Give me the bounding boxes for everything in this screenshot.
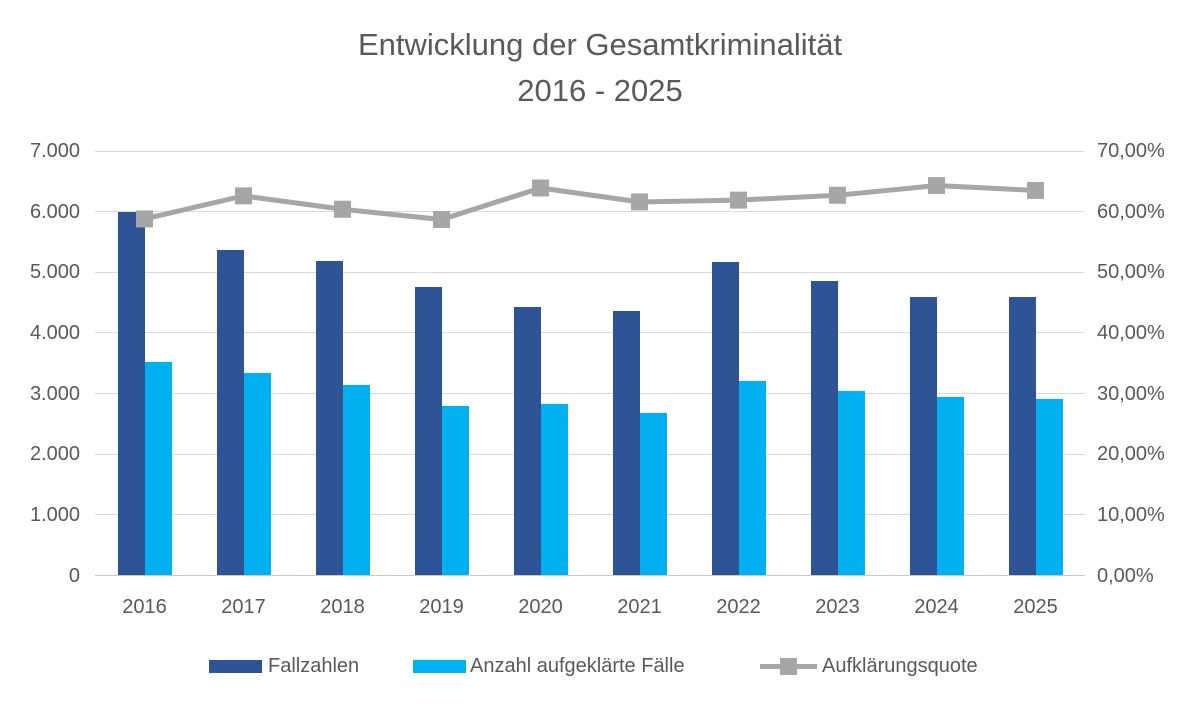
- gridline: [95, 575, 1085, 576]
- x-axis-tick-label: 2023: [815, 596, 860, 618]
- bar-aufgeklaerte-faelle-2023: [837, 391, 865, 576]
- line-marker-2023: [829, 186, 846, 204]
- bar-fallzahlen-2019: [414, 286, 442, 576]
- bar-aufgeklaerte-faelle-2018: [342, 385, 370, 576]
- bar-fallzahlen-2016: [117, 211, 145, 576]
- line-marker-2021: [631, 193, 648, 211]
- chart-title-line1: Entwicklung der Gesamtkriminalität: [357, 27, 843, 62]
- legend-swatch-aufgeklaerte-faelle: [413, 660, 466, 673]
- x-axis-tick-label: 2025: [1013, 596, 1058, 618]
- line-marker-2019: [433, 211, 450, 229]
- bar-fallzahlen-2020: [513, 306, 541, 576]
- chart-title-line2: 2016 - 2025: [517, 73, 683, 108]
- y-axis-tick-label-right: 60,00%: [1097, 200, 1165, 223]
- y-axis-tick-label-right: 10,00%: [1097, 503, 1165, 526]
- y-axis-tick-label: 3.000: [29, 382, 80, 405]
- line-marker-2020: [532, 179, 549, 197]
- line-marker-2025: [1027, 181, 1044, 199]
- gridline: [95, 393, 1085, 395]
- bar-fallzahlen-2022: [711, 261, 739, 576]
- bar-fallzahlen-2021: [612, 311, 640, 576]
- line-marker-2022: [730, 191, 747, 209]
- line-marker-2024: [928, 177, 945, 195]
- bar-fallzahlen-2025: [1008, 296, 1036, 576]
- gridline: [95, 271, 1085, 273]
- bar-aufgeklaerte-faelle-2024: [936, 396, 964, 576]
- y-axis-tick-label: 1.000: [29, 503, 80, 526]
- bar-aufgeklaerte-faelle-2020: [540, 403, 568, 576]
- bar-aufgeklaerte-faelle-2022: [738, 381, 766, 576]
- bar-fallzahlen-2023: [810, 280, 838, 576]
- y-axis-tick-label-right: 20,00%: [1097, 443, 1165, 466]
- legend-label-fallzahlen: Fallzahlen: [268, 655, 360, 677]
- gridline: [95, 211, 1085, 213]
- line-marker-2018: [334, 200, 351, 218]
- y-axis-tick-label: 0: [68, 564, 80, 587]
- y-axis-tick-label: 2.000: [29, 443, 80, 466]
- gridline: [95, 453, 1085, 455]
- y-axis-tick-label: 7.000: [29, 140, 80, 162]
- gridline: [95, 150, 1085, 152]
- y-axis-tick-label-right: 40,00%: [1097, 321, 1165, 344]
- y-axis-tick-label: 6.000: [29, 200, 80, 223]
- y-axis-tick-label-right: 70,00%: [1097, 140, 1165, 162]
- x-axis-tick-label: 2019: [419, 596, 464, 618]
- bar-fallzahlen-2017: [216, 249, 244, 576]
- x-axis-tick-label: 2020: [518, 596, 563, 618]
- legend-line-marker-icon: [780, 658, 797, 675]
- y-axis-tick-label: 5.000: [29, 261, 80, 284]
- x-axis-tick-label: 2024: [914, 596, 959, 618]
- bar-aufgeklaerte-faelle-2021: [639, 412, 667, 576]
- bar-aufgeklaerte-faelle-2016: [144, 362, 172, 576]
- legend-swatch-fallzahlen: [209, 660, 262, 673]
- chart-title: Entwicklung der Gesamtkriminalität 2016 …: [0, 22, 1200, 114]
- x-axis-tick-label: 2018: [320, 596, 365, 618]
- y-axis-tick-label-right: 30,00%: [1097, 382, 1165, 405]
- line-marker-2017: [235, 187, 252, 205]
- bar-aufgeklaerte-faelle-2019: [441, 405, 469, 576]
- bar-aufgeklaerte-faelle-2017: [243, 372, 271, 576]
- y-axis-tick-label-right: 50,00%: [1097, 261, 1165, 284]
- x-axis-tick-label: 2016: [122, 596, 167, 618]
- y-axis-tick-label-right: 0,00%: [1097, 564, 1154, 587]
- x-axis-tick-label: 2017: [221, 596, 266, 618]
- bar-aufgeklaerte-faelle-2025: [1035, 399, 1063, 576]
- legend-label-aufklaerungsquote: Aufklärungsquote: [822, 655, 978, 677]
- x-axis-tick-label: 2021: [617, 596, 662, 618]
- gridline: [95, 514, 1085, 516]
- legend-label-aufgeklaerte-faelle: Anzahl aufgeklärte Fälle: [470, 655, 685, 677]
- bar-fallzahlen-2018: [315, 261, 343, 576]
- bar-fallzahlen-2024: [909, 296, 937, 576]
- x-axis-tick-label: 2022: [716, 596, 761, 618]
- y-axis-tick-label: 4.000: [29, 321, 80, 344]
- gridline: [95, 332, 1085, 334]
